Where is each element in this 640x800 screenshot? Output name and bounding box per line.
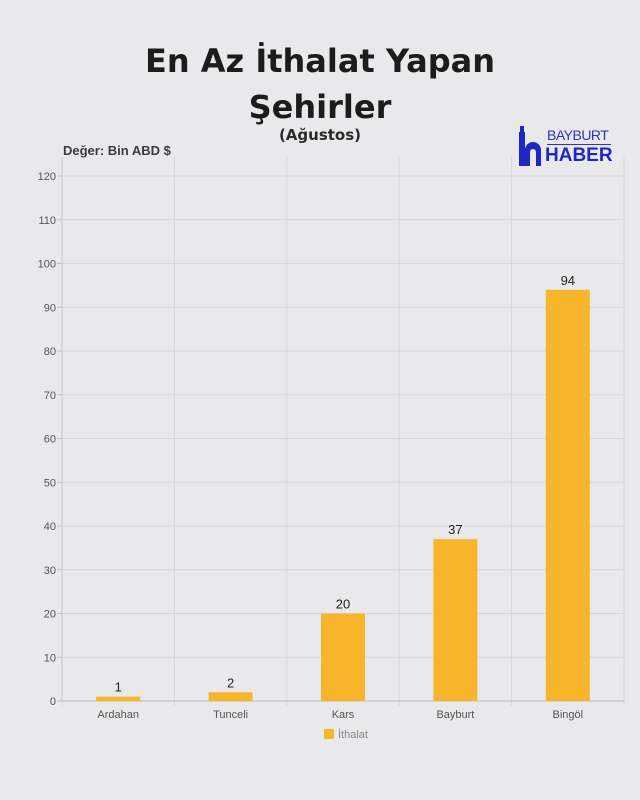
y-tick-label: 40 <box>44 521 56 533</box>
y-tick-label: 90 <box>44 302 56 314</box>
y-tick-label: 10 <box>44 652 56 664</box>
bar-kars <box>321 613 365 701</box>
y-tick-label: 100 <box>38 259 56 271</box>
x-tick-label: Ardahan <box>97 709 139 721</box>
y-tick-label: 30 <box>44 565 56 577</box>
data-label: 1 <box>115 680 122 695</box>
logo-text-bayburt: BAYBURT <box>547 127 609 143</box>
title-line-2: Şehirler <box>248 88 392 126</box>
y-tick-label: 110 <box>38 215 56 227</box>
y-tick-label: 70 <box>44 390 56 402</box>
data-label: 94 <box>561 273 575 288</box>
logo-divider <box>547 144 611 145</box>
bayburt-haber-logo: BAYBURT HABER <box>516 124 626 170</box>
x-tick-label: Bingöl <box>553 709 584 721</box>
y-tick-label: 120 <box>38 171 56 183</box>
bar-bayburt <box>433 539 478 701</box>
y-tick-label: 60 <box>44 434 56 446</box>
logo-text-haber: HABER <box>545 145 613 166</box>
minaret-icon <box>519 126 541 166</box>
x-tick-label: Tunceli <box>213 709 248 721</box>
data-label: 37 <box>448 522 462 537</box>
y-tick-label: 80 <box>44 346 56 358</box>
bar-bingöl <box>545 289 590 701</box>
legend-label: İthalat <box>338 728 368 741</box>
y-tick-label: 50 <box>44 477 56 489</box>
chart-subtitle: (Ağustos) <box>278 126 362 144</box>
title-line-1: En Az İthalat Yapan <box>145 42 495 80</box>
y-tick-label: 20 <box>44 609 56 621</box>
data-label: 2 <box>227 675 234 690</box>
x-tick-label: Bayburt <box>436 709 474 721</box>
x-tick-label: Kars <box>332 709 355 721</box>
bar-ardahan <box>96 696 141 701</box>
unit-label: Değer: Bin ABD $ <box>63 143 171 158</box>
bar-tunceli <box>208 692 253 701</box>
chart-title: En Az İthalat Yapan Şehirler <box>0 38 640 130</box>
data-label: 20 <box>336 597 350 612</box>
y-tick-label: 0 <box>50 696 56 708</box>
legend-swatch <box>324 729 334 739</box>
